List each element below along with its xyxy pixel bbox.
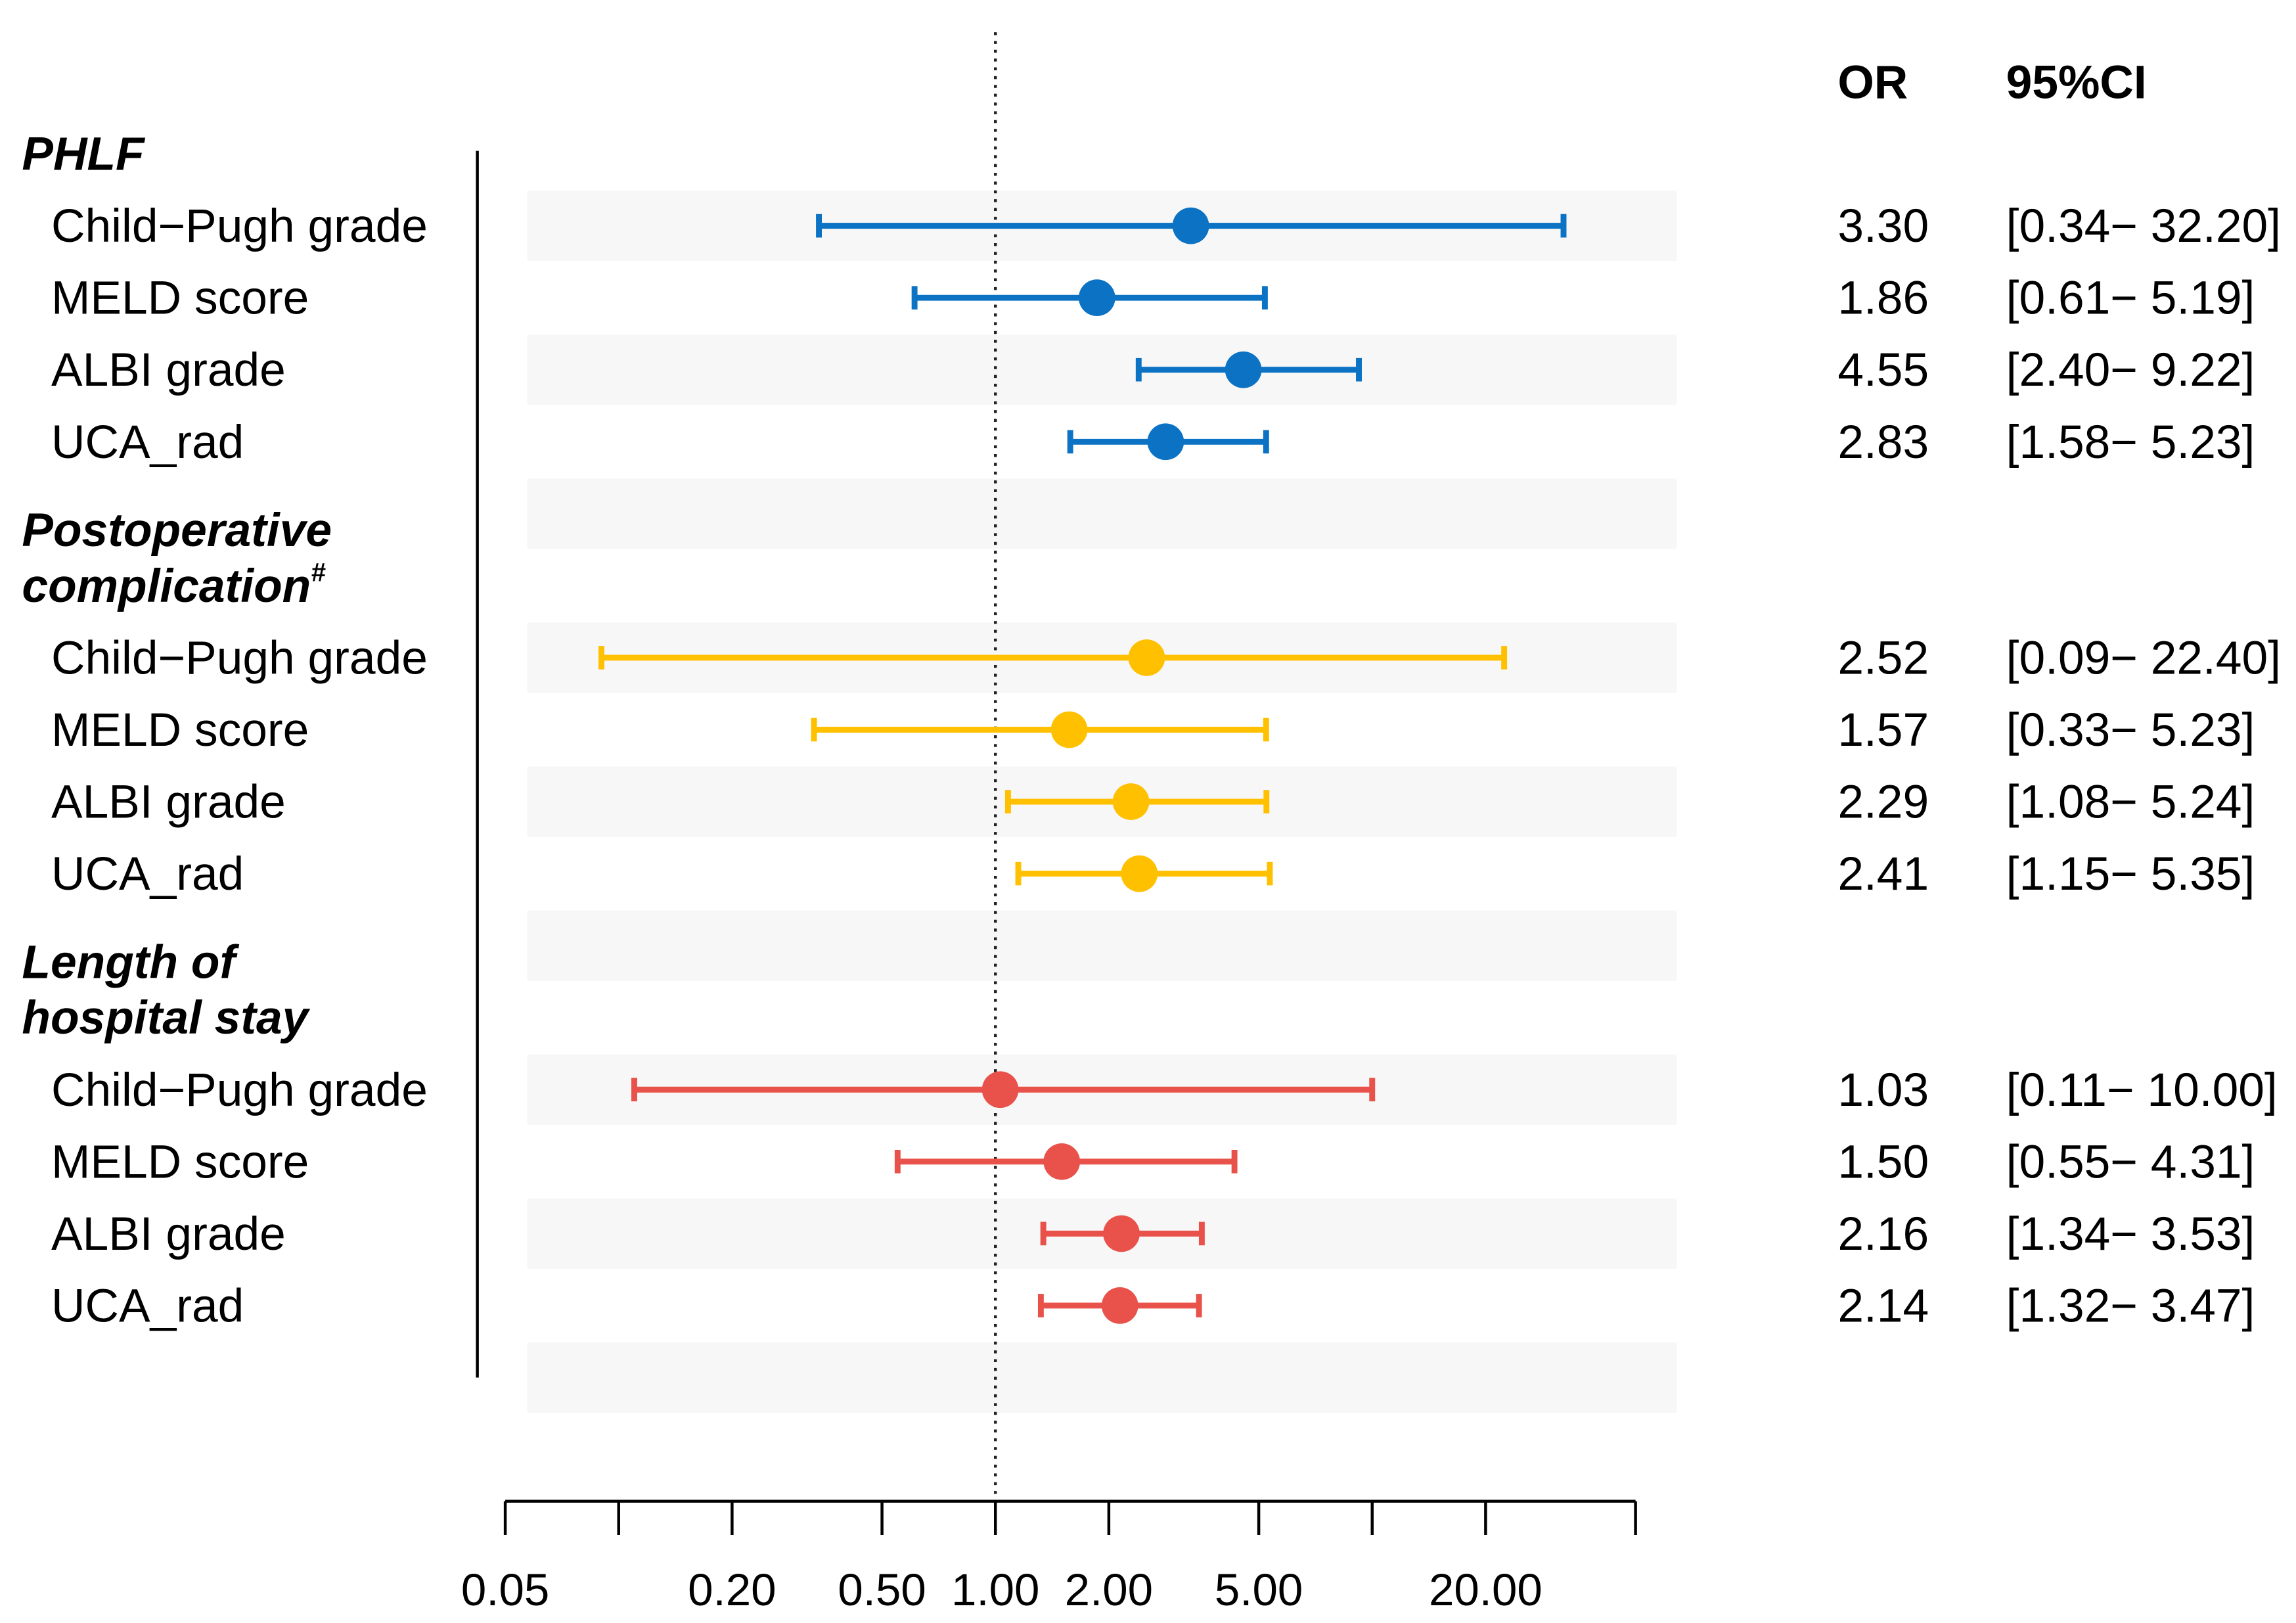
row-label: MELD score — [51, 1135, 309, 1188]
ci-value: [0.34− 32.20] — [2006, 200, 2281, 252]
group-label-text: PHLF — [22, 128, 146, 181]
group-label-text: hospital stay — [22, 992, 310, 1044]
group-label-text: Postoperative — [22, 504, 332, 557]
x-axis-tick-label: 5.00 — [1215, 1564, 1303, 1615]
or-point — [1101, 1287, 1138, 1324]
x-axis-tick-label: 0.50 — [838, 1564, 926, 1615]
column-header-or: OR — [1837, 56, 1908, 108]
or-value: 1.50 — [1837, 1135, 1929, 1188]
group-label-superscript: # — [311, 558, 326, 587]
or-value: 2.41 — [1837, 848, 1929, 900]
ci-value: [0.61− 5.19] — [2006, 272, 2255, 325]
row-label: ALBI grade — [51, 1208, 286, 1260]
or-value: 3.30 — [1837, 200, 1929, 252]
or-markers — [598, 207, 1567, 1324]
ci-value: [1.32− 3.47] — [2006, 1279, 2255, 1332]
group-label-text: complication — [22, 560, 311, 612]
or-value: 2.52 — [1837, 631, 1929, 684]
or-point — [1078, 279, 1115, 317]
x-axis-tick-label: 0.20 — [688, 1564, 776, 1615]
ci-value: [2.40− 9.22] — [2006, 344, 2255, 396]
ci-value: [0.33− 5.23] — [2006, 704, 2255, 756]
row-labels: PHLF Child−Pugh grade 3.30 [0.34− 32.20] MEL… — [22, 128, 2281, 1333]
ci-value: [1.58− 5.23] — [2006, 416, 2255, 469]
or-point — [1172, 207, 1209, 244]
row-label: ALBI grade — [51, 776, 286, 829]
row-label: UCA_rad — [51, 416, 244, 469]
row-label: ALBI grade — [51, 344, 286, 396]
or-value: 2.14 — [1837, 1279, 1929, 1332]
or-point — [1128, 639, 1165, 676]
or-value: 4.55 — [1837, 344, 1929, 396]
row-label: Child−Pugh grade — [51, 631, 428, 684]
x-axis-tick-label: 1.00 — [951, 1564, 1039, 1615]
ci-value: [0.11− 10.00] — [2006, 1064, 2278, 1116]
row-label: Child−Pugh grade — [51, 1064, 428, 1116]
group-label: PHLF — [22, 128, 146, 181]
or-point — [1225, 351, 1262, 388]
ci-value: [1.08− 5.24] — [2006, 776, 2255, 829]
ci-value: [1.34− 3.53] — [2006, 1208, 2255, 1260]
x-axis-tick-label: 20.00 — [1429, 1564, 1542, 1615]
row-label: UCA_rad — [51, 848, 244, 900]
group-label: complication# — [22, 558, 326, 612]
row-label: UCA_rad — [51, 1279, 244, 1332]
or-point — [1121, 855, 1158, 892]
or-point — [1147, 423, 1184, 461]
row-label: MELD score — [51, 704, 309, 756]
x-axis-tick-label: 2.00 — [1065, 1564, 1153, 1615]
or-value: 1.86 — [1837, 272, 1929, 325]
column-header-ci: 95%CI — [2006, 56, 2147, 108]
or-point — [1112, 783, 1150, 820]
row-band — [527, 910, 1677, 981]
or-point — [981, 1071, 1019, 1109]
row-band — [527, 1342, 1677, 1413]
or-point — [1103, 1215, 1140, 1252]
group-label: Postoperative — [22, 504, 332, 557]
or-point — [1050, 711, 1088, 748]
or-value: 2.29 — [1837, 776, 1929, 829]
reference-lines — [476, 32, 997, 1501]
row-band — [527, 478, 1677, 549]
x-axis: 0.05 0.20 0.50 1.00 2.00 5.00 20.00 — [461, 1499, 1637, 1615]
or-point — [1043, 1143, 1081, 1180]
group-label: hospital stay — [22, 992, 310, 1044]
or-value: 2.83 — [1837, 416, 1929, 469]
or-value: 1.57 — [1837, 704, 1929, 756]
or-value: 2.16 — [1837, 1208, 1929, 1260]
row-label: Child−Pugh grade — [51, 200, 428, 252]
row-label: MELD score — [51, 272, 309, 325]
group-label: Length of — [22, 936, 239, 989]
row-band — [527, 334, 1677, 405]
ci-value: [1.15− 5.35] — [2006, 848, 2255, 900]
x-axis-tick-label: 0.05 — [461, 1564, 549, 1615]
ci-value: [0.55− 4.31] — [2006, 1135, 2255, 1188]
group-label-text: Length of — [22, 936, 239, 989]
ci-value: [0.09− 22.40] — [2006, 631, 2281, 684]
or-value: 1.03 — [1837, 1064, 1929, 1116]
